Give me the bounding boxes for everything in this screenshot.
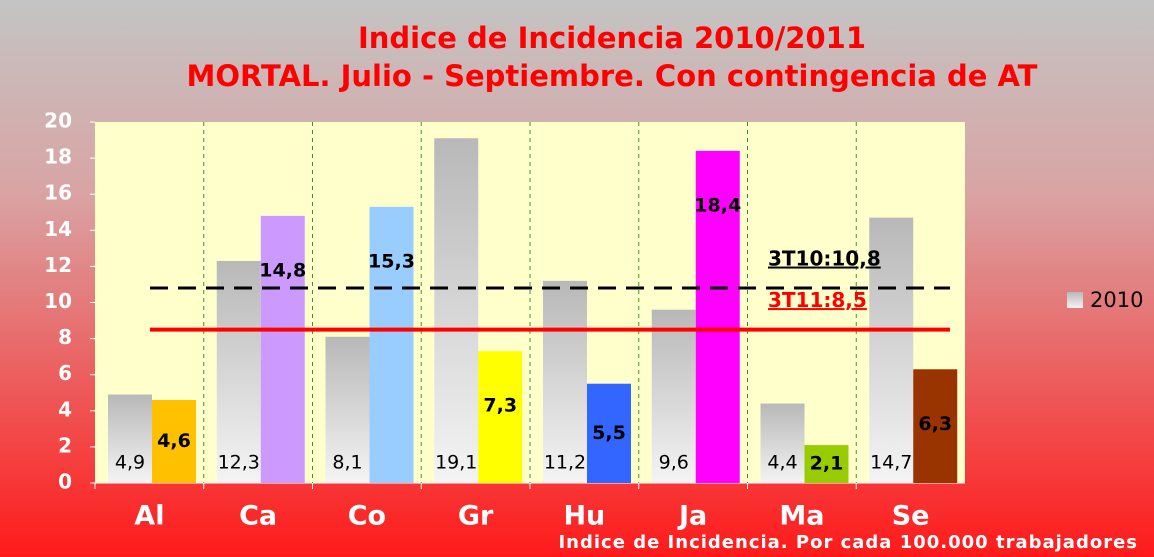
chart-title: Indice de Incidencia 2010/2011 (358, 21, 866, 55)
chart-subtitle: MORTAL. Julio - Septiembre. Con continge… (187, 59, 1038, 93)
bar (651, 309, 696, 483)
data-label: 2,1 (810, 453, 844, 475)
x-tick-label: Co (348, 501, 386, 532)
bar (587, 383, 631, 483)
y-tick-label: 6 (58, 361, 72, 385)
x-tick-label: Se (892, 501, 930, 532)
y-tick-label: 4 (58, 397, 72, 421)
bar (543, 280, 587, 483)
x-tick-label: Ja (677, 501, 707, 532)
x-axis-label: Indice de Incidencia. Por cada 100.000 t… (558, 532, 1138, 553)
bar (260, 215, 305, 484)
data-label: 11,2 (544, 452, 586, 474)
x-tick-label: Al (134, 501, 164, 532)
x-tick-label: Ca (239, 501, 277, 532)
y-tick-label: 10 (44, 289, 72, 313)
data-label: 8,1 (332, 452, 362, 474)
bar (760, 403, 805, 483)
reference-label: 3T10:10,8 (768, 247, 881, 271)
y-tick-label: 16 (44, 181, 72, 205)
y-tick-label: 14 (44, 217, 72, 241)
data-label: 9,6 (659, 452, 689, 474)
x-tick-label: Gr (458, 501, 494, 532)
legend-label: 2010 (1090, 288, 1143, 312)
data-label: 7,3 (483, 395, 517, 417)
reference-label: 3T11:8,5 (768, 288, 867, 312)
bar (325, 336, 370, 483)
y-tick-label: 8 (58, 325, 72, 349)
data-label: 18,4 (694, 194, 741, 216)
bar (869, 217, 914, 484)
bar (913, 369, 958, 483)
data-label: 4,6 (157, 430, 191, 452)
y-tick-label: 12 (44, 253, 72, 277)
data-label: 19,1 (435, 452, 477, 474)
data-label: 4,4 (767, 452, 797, 474)
y-tick-label: 20 (44, 109, 72, 133)
y-tick-label: 2 (58, 433, 72, 457)
x-tick-label: Hu (563, 501, 605, 532)
bar (369, 206, 414, 483)
legend-swatch (1067, 292, 1083, 308)
bar (434, 138, 479, 483)
bar (152, 399, 196, 483)
bar (804, 445, 849, 483)
y-tick-label: 18 (44, 145, 72, 169)
data-label: 12,3 (218, 452, 260, 474)
x-tick-label: Ma (779, 501, 824, 532)
bar (108, 394, 152, 483)
bar (695, 150, 740, 483)
bar (216, 260, 261, 483)
data-label: 4,9 (115, 452, 145, 474)
data-label: 6,3 (918, 413, 952, 435)
data-label: 14,7 (870, 452, 912, 474)
data-label: 15,3 (368, 250, 415, 272)
data-label: 5,5 (592, 422, 626, 444)
bar (478, 351, 523, 483)
y-tick-label: 0 (58, 470, 72, 494)
data-label: 14,8 (259, 259, 306, 281)
